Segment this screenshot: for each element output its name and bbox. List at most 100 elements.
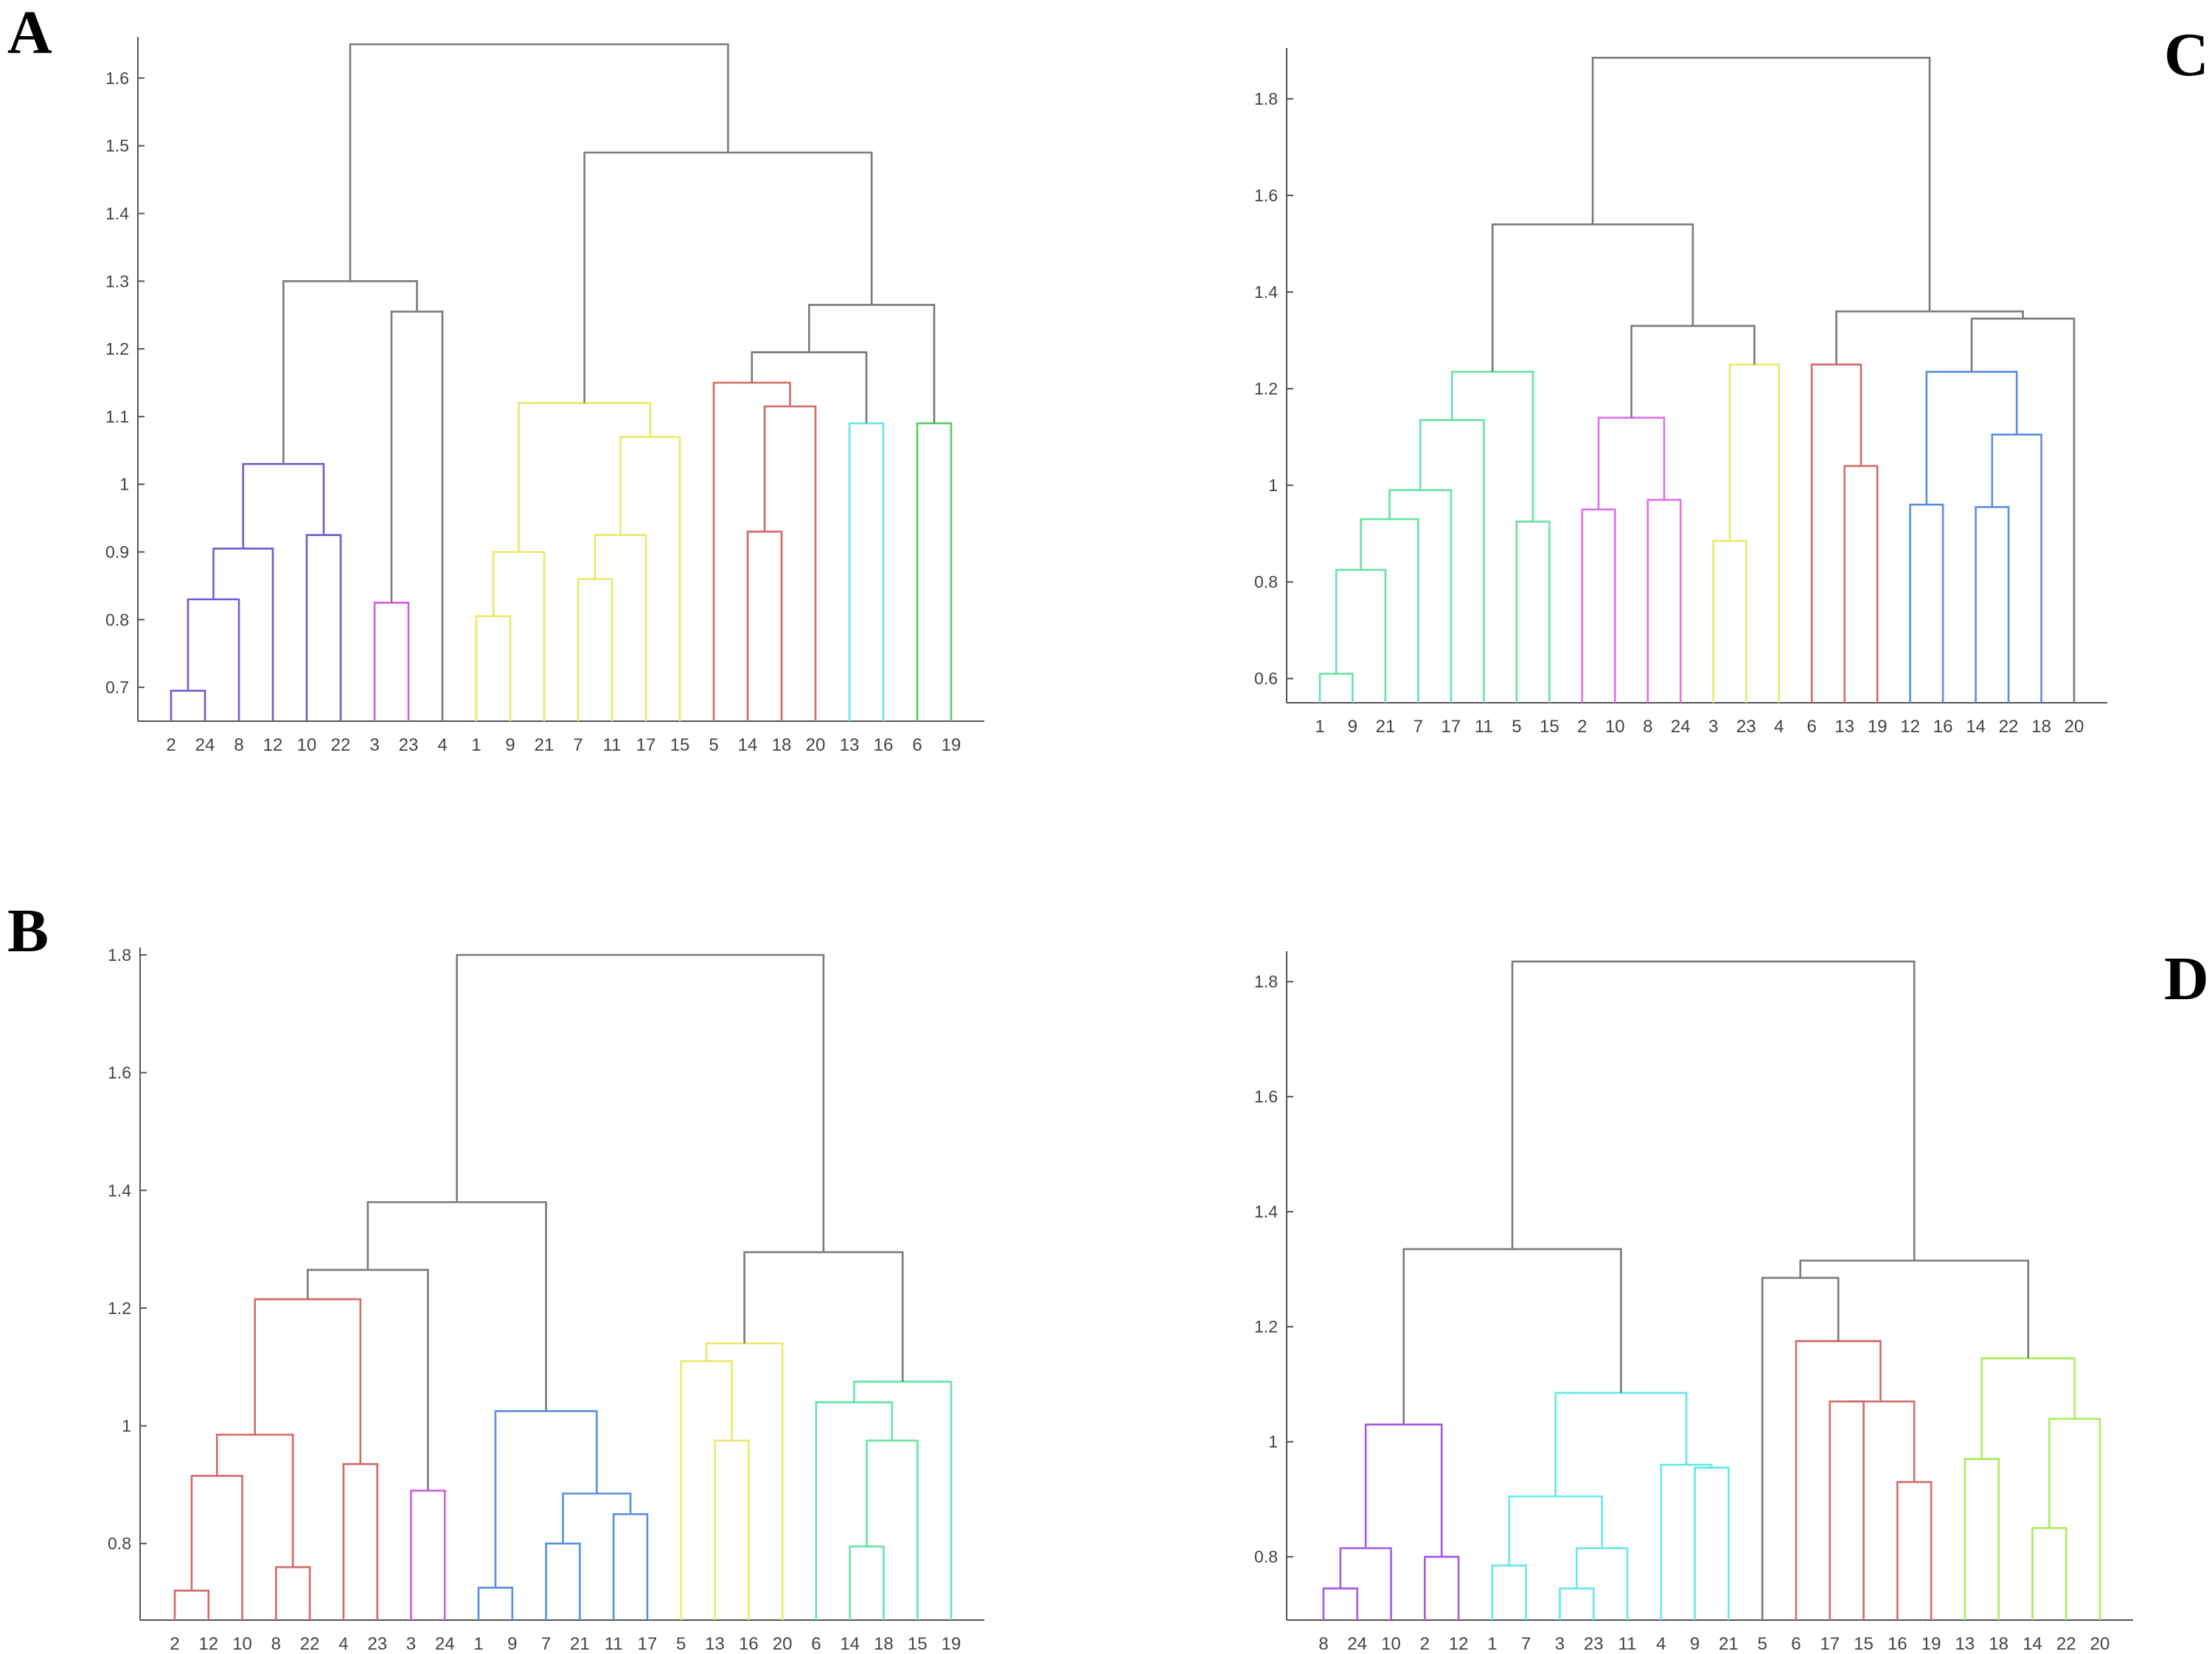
dendrogram-panel-b: 0.811.21.41.61.82 12 10 8 22 4 23 3 24 1 9 7 21 11 17 5… (108, 945, 984, 1654)
leaf-label: 22 (2056, 1634, 2076, 1654)
dendrogram-link (712, 381, 791, 721)
leaf-label: 22 (300, 1634, 320, 1654)
dendrogram-link (305, 534, 342, 721)
dendrogram-link (1896, 1481, 1933, 1620)
y-tick-label: 1 (122, 1417, 131, 1436)
leaf-label: 8 (1643, 717, 1652, 737)
leaf-label: 13 (1834, 717, 1854, 737)
y-tick-label: 1.4 (108, 1181, 131, 1200)
leaf-label: 1 (1315, 717, 1324, 737)
dendrogram-link (1970, 317, 2076, 703)
dendrogram-link (1451, 370, 1534, 522)
dendrogram-link (1508, 1495, 1604, 1566)
dendrogram-link (1810, 364, 1863, 703)
y-tick-label: 1.8 (108, 945, 131, 965)
leaf-label: 8 (234, 735, 243, 755)
dendrogram-link (1554, 1391, 1688, 1497)
dendrogram-link (1339, 1547, 1392, 1620)
y-tick-label: 1.8 (1254, 972, 1278, 991)
dendrogram-link (1419, 419, 1485, 703)
leaf-label: 21 (1719, 1634, 1739, 1654)
dendrogram-link (853, 1380, 953, 1620)
dendrogram-panel-a: 0.70.80.911.11.21.31.41.51.62 24 8 12 10 22 3 2… (105, 37, 984, 755)
dendrogram-link (349, 43, 729, 282)
leaf-label: 3 (406, 1634, 416, 1654)
dendrogram-link (1402, 1248, 1622, 1425)
y-tick-label: 1.2 (1254, 1317, 1278, 1336)
leaf-label: 13 (840, 735, 860, 755)
dendrogram-link (1646, 498, 1682, 703)
dendrogram-link (1980, 1357, 2076, 1459)
leaf-label: 12 (198, 1634, 218, 1654)
dendrogram-link (1925, 370, 2018, 505)
dendrogram-link (366, 1200, 547, 1411)
dendrogram-link (714, 1439, 750, 1620)
leaf-label: 22 (1999, 717, 2019, 737)
y-tick-label: 1 (1268, 476, 1278, 495)
leaf-label: 13 (1955, 1634, 1975, 1654)
dendrogram-link (1491, 1564, 1527, 1620)
y-tick-label: 0.8 (105, 610, 129, 629)
leaf-label: 7 (573, 735, 582, 755)
leaf-label: 24 (435, 1634, 455, 1654)
leaf-label: 4 (437, 735, 447, 755)
leaf-label: 15 (908, 1634, 928, 1654)
leaf-label: 3 (1708, 717, 1718, 737)
leaf-label: 6 (811, 1634, 821, 1654)
leaf-label: 17 (638, 1634, 658, 1654)
leaf-label: 19 (942, 735, 961, 755)
dendrogram-link (612, 1513, 649, 1620)
dendrogram-link (848, 422, 885, 721)
dendrogram-link (1576, 1547, 1629, 1620)
leaf-label: 3 (1555, 1634, 1565, 1654)
leaf-label: 18 (874, 1634, 894, 1654)
leaf-label: 20 (773, 1634, 793, 1654)
leaf-label: 18 (1989, 1634, 2008, 1654)
leaf-label: 23 (1584, 1634, 1604, 1654)
leaf-label: 24 (1671, 717, 1691, 737)
dendrogram-link (373, 602, 410, 721)
dendrogram-link (1597, 417, 1666, 510)
y-tick-label: 1.5 (105, 136, 129, 156)
leaf-label: 12 (1900, 717, 1920, 737)
leaf-label: 9 (1690, 1634, 1700, 1654)
dendrogram-link (619, 436, 681, 721)
dendrogram-link (746, 530, 783, 721)
y-tick-label: 1.2 (105, 339, 129, 358)
leaf-label: 12 (1449, 1634, 1469, 1654)
dendrogram-link (1712, 540, 1747, 703)
dendrogram-link (1660, 1464, 1713, 1620)
dendrogram-link (815, 1401, 894, 1620)
leaf-label: 10 (297, 735, 317, 755)
y-tick-label: 1.3 (105, 271, 129, 291)
leaf-label: 9 (507, 1634, 517, 1654)
dendrogram-link (2031, 1526, 2067, 1620)
dendrogram-link (562, 1493, 632, 1544)
dendrogram-link (1761, 1276, 1840, 1620)
dendrogram-link (215, 1434, 294, 1568)
leaf-label: 20 (2090, 1634, 2110, 1654)
y-tick-label: 1.6 (1254, 1087, 1278, 1106)
dendrogram-link (705, 1342, 784, 1620)
dendrogram-link (1581, 508, 1616, 703)
dendrogram-link (1799, 1259, 2030, 1359)
dendrogram-link (916, 422, 953, 721)
leaf-label: 5 (1757, 1634, 1767, 1654)
leaf-label: 17 (1441, 717, 1461, 737)
leaf-label: 14 (840, 1634, 860, 1654)
y-tick-label: 1.6 (108, 1063, 131, 1083)
leaf-label: 17 (636, 735, 656, 755)
panel-letter-a: A (7, 0, 52, 67)
leaf-label: 9 (505, 735, 515, 755)
y-tick-label: 0.6 (1254, 669, 1278, 688)
dendrogram-link (212, 547, 274, 721)
dendrogram-link (849, 1545, 885, 1620)
leaf-label: 4 (1774, 717, 1784, 737)
dendrogram-link (1515, 520, 1551, 703)
leaf-label: 15 (1540, 717, 1559, 737)
leaf-label: 5 (1512, 717, 1521, 737)
dendrogram-link (306, 1268, 429, 1491)
y-tick-label: 1.2 (1254, 379, 1278, 398)
dendrogram-link (492, 551, 546, 721)
leaf-label: 7 (1521, 1634, 1531, 1654)
